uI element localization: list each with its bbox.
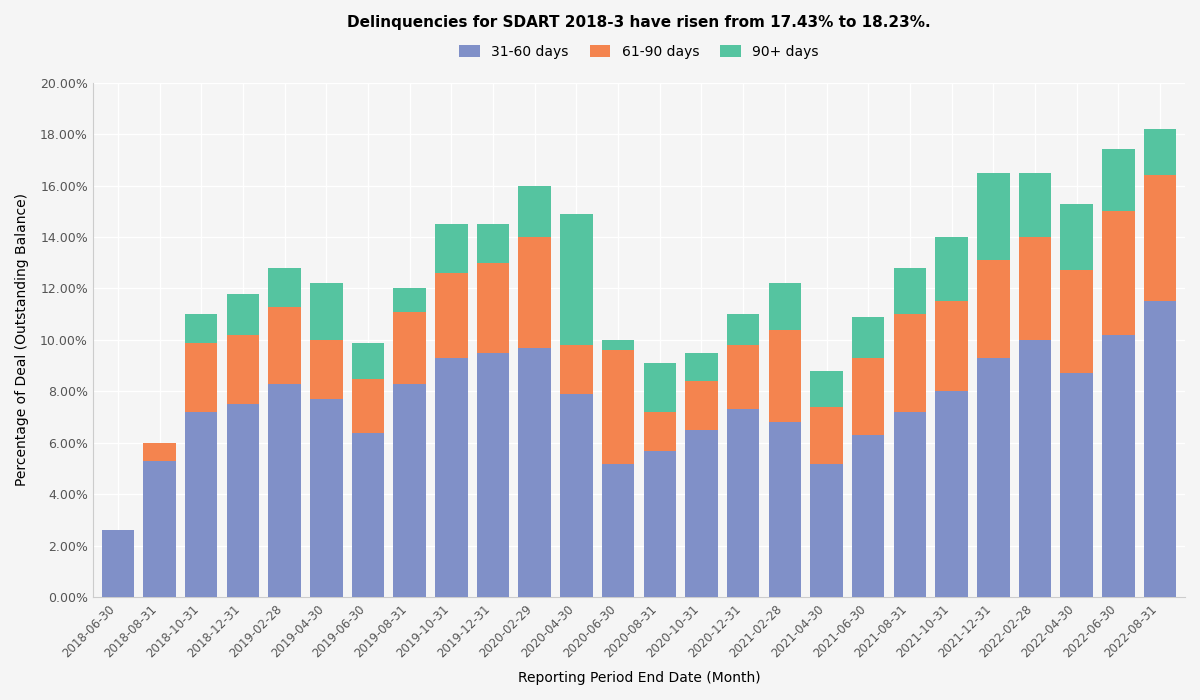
Bar <box>1144 129 1176 175</box>
Bar <box>102 531 134 597</box>
Bar <box>852 358 884 435</box>
Bar <box>727 314 760 345</box>
Bar <box>977 358 1009 597</box>
Bar <box>1102 150 1134 211</box>
Bar <box>768 422 802 597</box>
Bar <box>810 407 842 463</box>
Bar <box>185 314 217 342</box>
Bar <box>518 186 551 237</box>
Bar <box>352 342 384 379</box>
Legend: 31-60 days, 61-90 days, 90+ days: 31-60 days, 61-90 days, 90+ days <box>452 38 826 66</box>
Bar <box>852 317 884 358</box>
Bar <box>1102 335 1134 597</box>
Bar <box>185 342 217 412</box>
Bar <box>768 330 802 422</box>
Bar <box>269 307 301 384</box>
Bar <box>602 350 635 463</box>
Bar <box>436 273 468 358</box>
Bar <box>768 284 802 330</box>
Bar <box>1019 340 1051 597</box>
Bar <box>394 288 426 312</box>
Bar <box>727 410 760 597</box>
Bar <box>143 461 176 597</box>
Bar <box>352 379 384 433</box>
Bar <box>1061 373 1093 597</box>
Bar <box>476 262 509 353</box>
Bar <box>935 391 968 597</box>
Bar <box>560 214 593 345</box>
Bar <box>560 345 593 394</box>
Bar <box>476 224 509 262</box>
Bar <box>310 340 342 399</box>
Bar <box>894 268 926 314</box>
Bar <box>436 358 468 597</box>
Bar <box>269 384 301 597</box>
Bar <box>227 293 259 335</box>
Bar <box>810 463 842 597</box>
Bar <box>1144 175 1176 302</box>
Bar <box>602 463 635 597</box>
Bar <box>894 412 926 597</box>
Bar <box>602 340 635 350</box>
Bar <box>1144 302 1176 597</box>
Bar <box>310 399 342 597</box>
Bar <box>476 353 509 597</box>
Bar <box>643 363 676 412</box>
Bar <box>1019 237 1051 340</box>
Bar <box>894 314 926 412</box>
X-axis label: Reporting Period End Date (Month): Reporting Period End Date (Month) <box>517 671 761 685</box>
Title: Delinquencies for SDART 2018-3 have risen from 17.43% to 18.23%.: Delinquencies for SDART 2018-3 have rise… <box>347 15 931 30</box>
Bar <box>852 435 884 597</box>
Bar <box>685 430 718 597</box>
Bar <box>643 412 676 451</box>
Bar <box>685 382 718 430</box>
Bar <box>394 312 426 384</box>
Bar <box>436 224 468 273</box>
Bar <box>518 348 551 597</box>
Y-axis label: Percentage of Deal (Outstanding Balance): Percentage of Deal (Outstanding Balance) <box>16 193 29 486</box>
Bar <box>310 284 342 340</box>
Bar <box>1019 173 1051 237</box>
Bar <box>1061 270 1093 373</box>
Bar <box>227 405 259 597</box>
Bar <box>143 443 176 461</box>
Bar <box>685 353 718 382</box>
Bar <box>1102 211 1134 335</box>
Bar <box>727 345 760 410</box>
Bar <box>352 433 384 597</box>
Bar <box>935 237 968 302</box>
Bar <box>1061 204 1093 270</box>
Bar <box>185 412 217 597</box>
Bar <box>935 302 968 391</box>
Bar <box>643 451 676 597</box>
Bar <box>269 268 301 307</box>
Bar <box>394 384 426 597</box>
Bar <box>560 394 593 597</box>
Bar <box>977 260 1009 358</box>
Bar <box>977 173 1009 260</box>
Bar <box>227 335 259 405</box>
Bar <box>518 237 551 348</box>
Bar <box>810 371 842 407</box>
